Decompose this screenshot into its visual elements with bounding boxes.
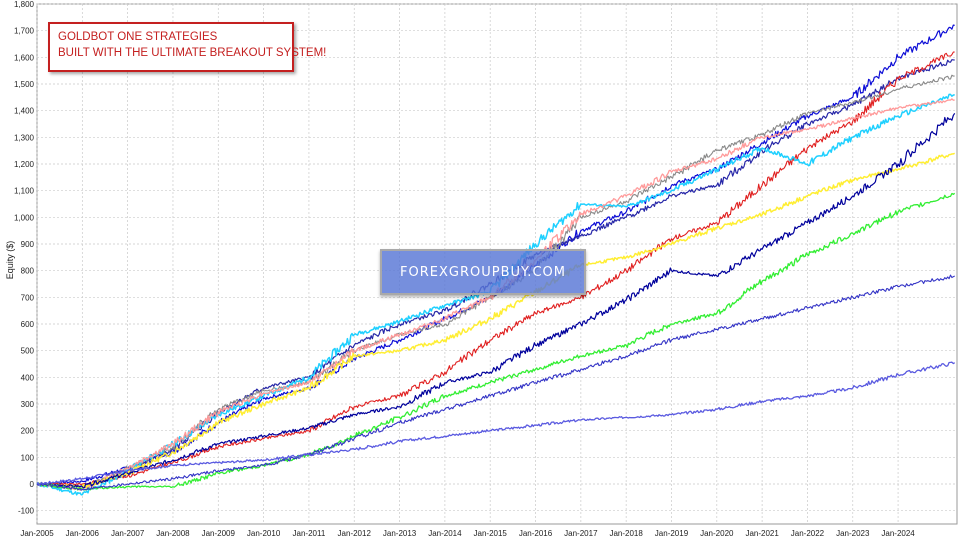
- y-tick-label: 600: [21, 320, 35, 329]
- x-tick-label: Jan-2009: [202, 529, 236, 538]
- y-axis-label: Equity ($): [5, 241, 15, 280]
- y-tick-label: 1,700: [14, 27, 35, 36]
- y-tick-label: 300: [21, 400, 35, 409]
- x-tick-label: Jan-2023: [836, 529, 870, 538]
- x-tick-label: Jan-2024: [881, 529, 915, 538]
- x-tick-label: Jan-2018: [609, 529, 643, 538]
- equity-series-line: [36, 112, 956, 489]
- y-tick-label: 1,600: [14, 53, 35, 62]
- x-tick-label: Jan-2007: [111, 529, 145, 538]
- y-tick-label: 700: [21, 293, 35, 302]
- x-axis-ticks: Jan-2005 Jan-2006 Jan-2007 Jan-2008 Jan-2009…: [20, 529, 915, 538]
- y-tick-label: 1,000: [14, 213, 35, 222]
- y-tick-label: 100: [21, 453, 35, 462]
- x-tick-label: Jan-2022: [791, 529, 825, 538]
- x-tick-label: Jan-2020: [700, 529, 734, 538]
- x-tick-label: Jan-2008: [156, 529, 190, 538]
- equity-series-line: [36, 98, 955, 491]
- headline-line-2: BUILT WITH THE ULTIMATE BREAKOUT SYSTEM!: [58, 47, 327, 59]
- equity-series-line: [36, 152, 955, 489]
- equity-series-line: [36, 361, 956, 486]
- y-tick-label: 1,200: [14, 160, 35, 169]
- x-tick-label: Jan-2021: [745, 529, 779, 538]
- x-tick-label: Jan-2006: [66, 529, 100, 538]
- y-tick-label: 1,500: [14, 80, 35, 89]
- x-tick-label: Jan-2013: [383, 529, 417, 538]
- y-tick-label: 900: [21, 240, 35, 249]
- y-tick-label: 400: [21, 373, 35, 382]
- x-tick-label: Jan-2014: [428, 529, 462, 538]
- x-tick-label: Jan-2017: [564, 529, 598, 538]
- x-tick-label: Jan-2010: [247, 529, 281, 538]
- x-tick-label: Jan-2005: [20, 529, 54, 538]
- equity-series-line: [36, 274, 955, 491]
- x-tick-label: Jan-2011: [293, 529, 326, 538]
- headline-line-1: GOLDBOT ONE STRATEGIES: [58, 31, 218, 43]
- headline-box: GOLDBOT ONE STRATEGIES BUILT WITH THE UL…: [48, 22, 327, 72]
- y-tick-label: 1,400: [14, 107, 35, 116]
- y-axis-ticks: -100 0 100 200 300 400 500 600 700 800 900 1,000 1,1…: [14, 0, 35, 516]
- y-tick-label: 500: [21, 347, 35, 356]
- y-tick-label: 1,300: [14, 133, 35, 142]
- y-tick-label: 0: [30, 480, 35, 489]
- y-tick-label: 200: [21, 427, 35, 436]
- x-tick-label: Jan-2016: [519, 529, 553, 538]
- x-tick-label: Jan-2015: [474, 529, 508, 538]
- equity-series-line: [36, 51, 955, 486]
- watermark-banner: FOREXGROUPBUY.COM: [380, 249, 586, 295]
- y-tick-label: 1,800: [14, 0, 35, 9]
- y-tick-label: 800: [21, 267, 35, 276]
- y-tick-label: -100: [18, 507, 35, 516]
- x-tick-label: Jan-2019: [655, 529, 689, 538]
- x-tick-label: Jan-2012: [338, 529, 372, 538]
- y-tick-label: 1,100: [14, 187, 35, 196]
- equity-series-line: [36, 192, 956, 491]
